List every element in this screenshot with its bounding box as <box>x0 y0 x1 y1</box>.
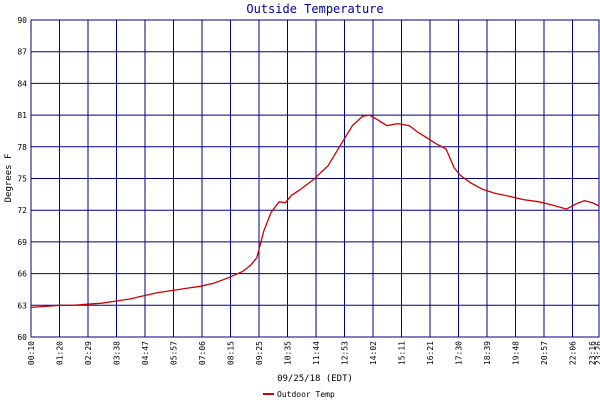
x-tick-label: 04:47 <box>141 341 150 365</box>
x-tick-label: 14:02 <box>369 341 378 365</box>
x-tick-label: 18:39 <box>483 341 492 365</box>
x-tick-label: 23:26 <box>594 341 600 365</box>
x-tick-label: 00:10 <box>27 341 36 365</box>
y-tick-label: 81 <box>17 111 27 120</box>
y-tick-label: 63 <box>17 301 27 310</box>
y-tick-label: 69 <box>17 238 27 247</box>
x-tick-label: 03:38 <box>113 341 122 365</box>
x-axis-tick-labels: 00:10 01:20 02:29 03:38 04:47 05:57 07:06 08:15… <box>27 341 600 365</box>
x-tick-label: 23:16 <box>588 341 597 365</box>
x-tick-label: 01:20 <box>56 341 65 365</box>
x-tick-label: 20:57 <box>540 341 549 365</box>
plot-frame <box>30 19 600 338</box>
chart-title: Outside Temperature <box>246 2 383 16</box>
legend-label-outdoor-temp: Outdoor Temp <box>277 390 335 399</box>
y-tick-label: 78 <box>17 143 27 152</box>
x-tick-label: 22:06 <box>569 341 578 365</box>
x-tick-label: 09:25 <box>255 341 264 365</box>
y-tick-label: 90 <box>17 16 27 25</box>
outdoor-temp-line <box>30 114 600 309</box>
y-tick-label: 60 <box>17 333 27 342</box>
x-tick-label: 10:35 <box>284 341 293 365</box>
y-axis-label: Degrees F <box>4 154 14 203</box>
x-tick-label: 05:57 <box>170 341 179 365</box>
y-tick-label: 66 <box>17 270 27 279</box>
y-tick-label: 84 <box>17 79 27 88</box>
y-tick-label: 75 <box>17 175 27 184</box>
x-tick-label: 19:48 <box>512 341 521 365</box>
x-tick-label: 16:21 <box>426 341 435 365</box>
x-tick-label: 11:44 <box>312 341 321 365</box>
x-tick-label: 07:06 <box>198 341 207 365</box>
y-axis-tick-labels: 60 63 66 69 72 75 78 81 84 87 90 <box>17 16 27 342</box>
x-tick-label: 02:29 <box>84 341 93 365</box>
x-axis-label: 09/25/18 (EDT) <box>277 374 353 384</box>
y-tick-label: 87 <box>17 48 27 57</box>
x-tick-label: 15:11 <box>398 341 407 365</box>
x-tick-label: 08:15 <box>227 341 236 365</box>
x-tick-label: 12:53 <box>341 341 350 365</box>
y-tick-label: 72 <box>17 206 27 215</box>
x-tick-label: 17:30 <box>455 341 464 365</box>
